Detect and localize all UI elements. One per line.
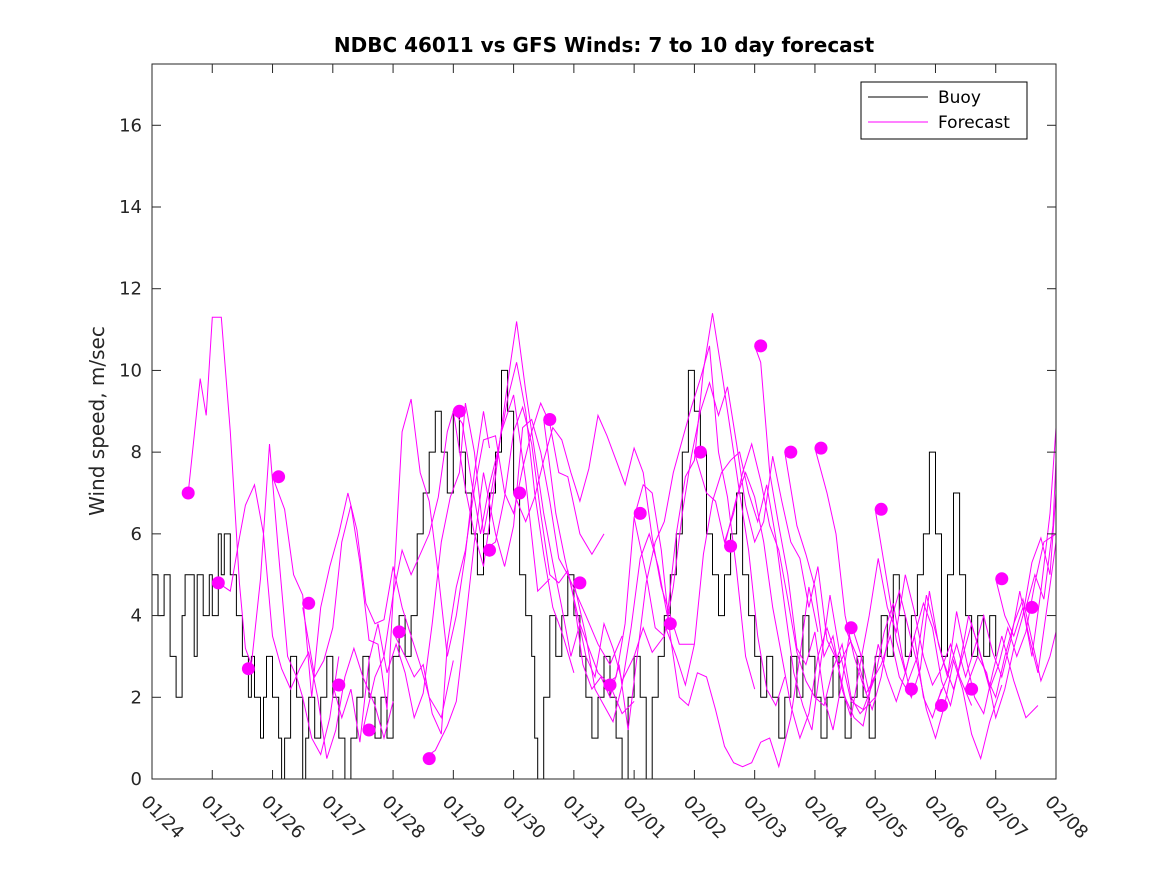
plot-frame xyxy=(151,63,1057,780)
forecast-series-line-1 xyxy=(187,316,340,756)
forecast-series-line-28 xyxy=(1025,460,1057,608)
forecast-marker-17 xyxy=(693,445,707,459)
forecast-marker-4 xyxy=(302,596,316,610)
forecast-marker-0 xyxy=(181,486,195,500)
forecast-marker-25 xyxy=(935,699,948,712)
y-tick-label: 16 xyxy=(119,115,142,136)
forecast-marker-26 xyxy=(965,682,979,696)
forecast-marker-7 xyxy=(392,625,406,639)
forecast-series-line-24 xyxy=(904,533,1057,691)
forecast-series-line-8 xyxy=(422,418,623,760)
forecast-marker-16 xyxy=(663,617,677,631)
forecast-series-line-23 xyxy=(874,509,1057,708)
forecast-series-line-25 xyxy=(935,541,1057,706)
y-tick-label: 10 xyxy=(119,360,142,381)
forecast-series-line-3 xyxy=(272,476,454,720)
forecast-marker-5 xyxy=(332,678,346,692)
forecast-marker-10 xyxy=(483,543,496,557)
forecast-marker-20 xyxy=(784,445,798,459)
legend-forecast-label: Forecast xyxy=(938,113,1010,133)
forecast-series-line-15 xyxy=(633,380,852,666)
forecast-series-line-27 xyxy=(995,427,1057,657)
forecast-markers xyxy=(181,339,1039,766)
forecast-series-line-11 xyxy=(513,413,695,645)
forecast-marker-11 xyxy=(513,486,527,500)
forecast-series-line-16 xyxy=(663,451,876,731)
forecast-marker-19 xyxy=(754,339,768,353)
forecast-marker-3 xyxy=(272,470,286,484)
forecast-series-line-12 xyxy=(543,345,756,731)
forecast-marker-12 xyxy=(543,413,557,426)
legend: Buoy Forecast xyxy=(860,81,1028,140)
y-tick-label: 8 xyxy=(131,442,142,463)
y-tick-label: 12 xyxy=(119,279,142,300)
forecast-marker-2 xyxy=(241,662,255,676)
forecast-marker-6 xyxy=(362,723,376,737)
forecast-series-line-2 xyxy=(218,483,394,759)
forecast-series-line-14 xyxy=(603,483,819,769)
forecast-marker-1 xyxy=(211,576,225,590)
y-tick-label: 6 xyxy=(131,524,142,545)
forecast-series-line-26 xyxy=(965,492,1057,720)
y-tick-label: 14 xyxy=(119,197,142,218)
forecast-series-line-7 xyxy=(392,401,605,735)
forecast-series-line-17 xyxy=(693,442,876,715)
forecast-marker-13 xyxy=(573,576,587,590)
forecast-series-line-4 xyxy=(302,398,490,710)
forecast-marker-28 xyxy=(1025,600,1039,614)
forecast-series-line-13 xyxy=(573,313,786,724)
y-axis-label: Wind speed, m/sec xyxy=(85,326,109,516)
forecast-marker-15 xyxy=(633,506,647,520)
forecast-series-line-20 xyxy=(784,452,973,718)
forecast-series-line-6 xyxy=(362,362,575,731)
legend-box xyxy=(860,81,1028,140)
chart-title: NDBC 46011 vs GFS Winds: 7 to 10 day for… xyxy=(334,33,875,57)
legend-buoy-label: Buoy xyxy=(938,88,981,108)
forecast-series-line-5 xyxy=(332,394,551,743)
forecast-marker-21 xyxy=(814,441,828,455)
y-tick-label: 2 xyxy=(131,687,142,708)
forecast-marker-23 xyxy=(874,502,888,516)
forecast-marker-8 xyxy=(422,752,436,766)
forecast-marker-27 xyxy=(995,572,1009,586)
forecast-marker-22 xyxy=(844,621,858,635)
forecast-marker-9 xyxy=(452,404,466,418)
forecast-marker-24 xyxy=(904,682,918,696)
y-tick-label: 0 xyxy=(131,769,142,790)
y-tick-label: 4 xyxy=(131,606,142,627)
series-layer xyxy=(152,313,1057,780)
forecast-marker-14 xyxy=(603,678,617,692)
forecast-marker-18 xyxy=(724,539,738,553)
